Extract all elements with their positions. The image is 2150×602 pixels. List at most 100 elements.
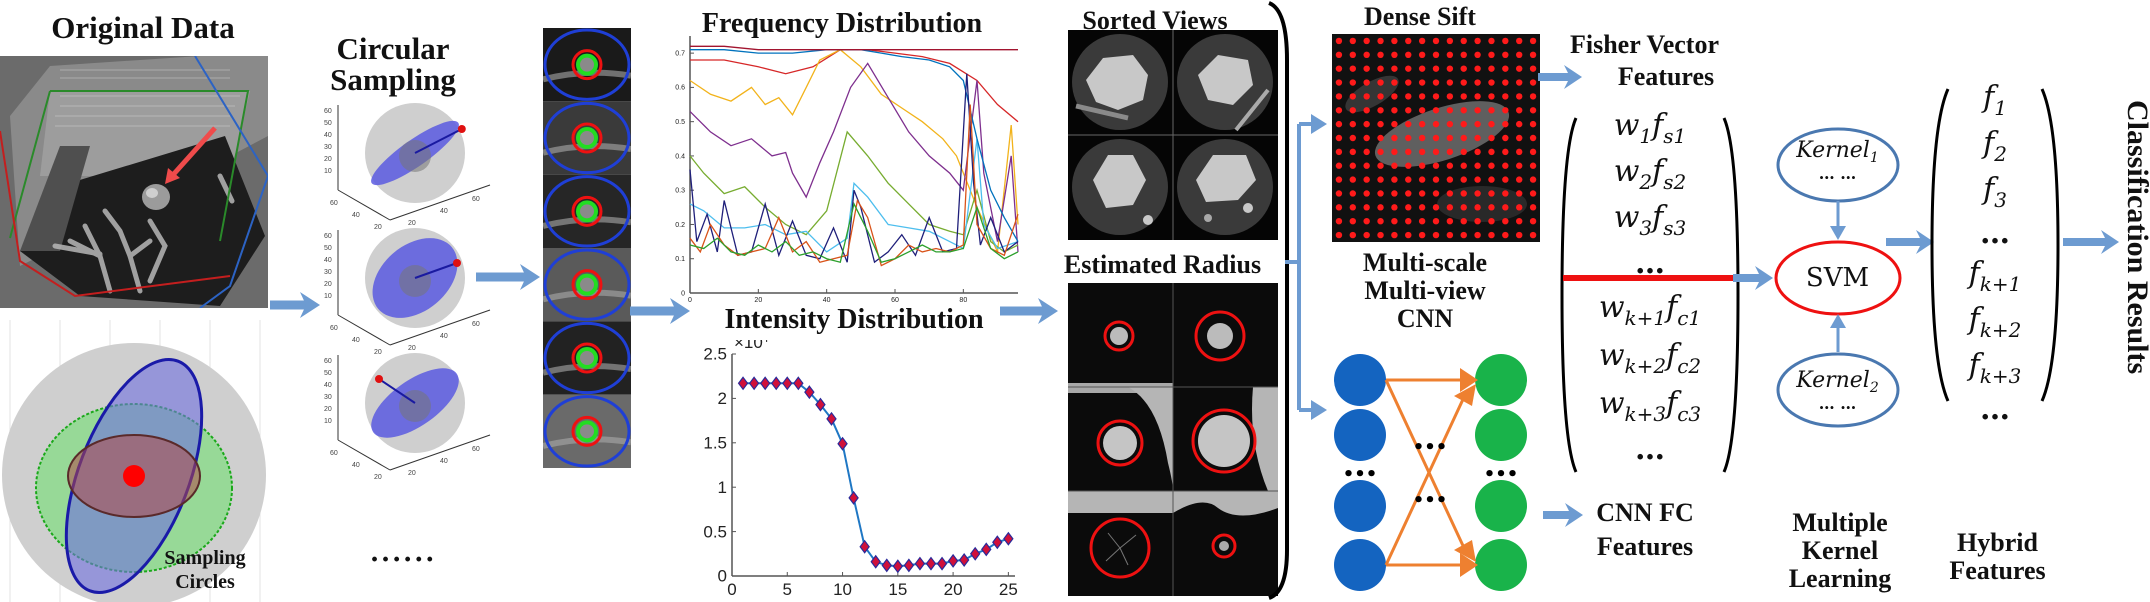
sift-keypoint	[1432, 120, 1440, 128]
sift-keypoint	[1349, 134, 1356, 142]
y-tick-label: 2.5	[703, 345, 727, 364]
sift-keypoint	[1391, 204, 1398, 211]
sift-keypoint	[1432, 65, 1440, 72]
data-point	[981, 542, 992, 557]
weight-subscript: 1	[1639, 124, 1653, 148]
data-point	[782, 376, 793, 391]
sift-keypoint	[1516, 231, 1523, 239]
sift-keypoint	[1405, 37, 1412, 45]
sift-keypoint	[1363, 134, 1370, 142]
sift-keypoint	[1502, 204, 1509, 211]
sift-keypoint	[1377, 134, 1384, 142]
feature-symbol: f	[1666, 338, 1678, 373]
sift-keypoint	[1502, 79, 1509, 86]
sift-keypoint	[1363, 120, 1370, 128]
arrow-distributions-to-sorted	[1000, 298, 1058, 324]
red-circle	[571, 195, 603, 227]
x-tick-label: 5	[783, 580, 792, 599]
y-tick-label: 0.5	[703, 522, 727, 541]
sift-keypoint	[1377, 79, 1384, 86]
hybrid-vector-entry: f3	[1940, 172, 2050, 212]
feature-subscript: c2	[1677, 354, 1702, 378]
weight-subscript: 3	[1639, 216, 1653, 240]
feature-symbol: f	[1666, 290, 1678, 325]
data-point	[870, 554, 881, 569]
cnn-network-diagram: ••• ••• ••• •••	[1334, 354, 1527, 591]
sift-keypoint	[1363, 148, 1370, 156]
series-line-s7	[690, 45, 1018, 51]
cnn-output-node-1	[1475, 354, 1527, 406]
sift-keypoint	[1418, 65, 1426, 72]
sift-keypoint	[1460, 162, 1467, 169]
sift-keypoint	[1391, 162, 1398, 169]
feature-subscript: s1	[1663, 124, 1687, 148]
series-line-s5	[689, 138, 1019, 253]
sift-keypoint	[1488, 51, 1495, 58]
sift-keypoint	[1488, 162, 1495, 169]
sift-keypoint	[1460, 107, 1467, 114]
z-tick: 60	[324, 233, 332, 240]
sift-keypoint	[1432, 134, 1440, 142]
kernel1-label: Kernel1	[1780, 138, 1895, 166]
sift-keypoint	[1363, 79, 1370, 86]
sift-keypoint	[1418, 162, 1426, 169]
hybrid-feature-subscript: k+2	[1979, 318, 2022, 342]
hybrid-feature-symbol: f	[1968, 302, 1980, 337]
weight-symbol: w	[1613, 108, 1640, 143]
series-line-s8	[689, 73, 1019, 264]
data-point	[936, 556, 948, 571]
cnn-title-line2: Multi-view	[1364, 276, 1486, 305]
sift-keypoint	[1516, 65, 1523, 72]
feature-subscript: c3	[1677, 402, 1702, 426]
sift-keypoint	[1516, 93, 1523, 100]
data-point	[859, 539, 870, 554]
sift-keypoint	[1335, 162, 1343, 169]
sift-keypoint	[1349, 37, 1356, 45]
sift-keypoint	[1418, 148, 1426, 156]
data-point	[969, 546, 981, 561]
sift-keypoint	[1460, 134, 1467, 142]
x-tick-label: 25	[999, 580, 1018, 599]
hybrid-feature-symbol: f	[1968, 348, 1980, 383]
arrow-hybrid-to-results	[2063, 230, 2119, 254]
sift-keypoint	[1502, 231, 1509, 239]
cnn-title-line1: Multi-scale	[1362, 248, 1488, 277]
x-tick: 40	[352, 462, 360, 469]
blue-circle	[543, 175, 631, 248]
x-tick-label: 0	[727, 580, 736, 599]
feature-vector-entry: wk+1fc1	[1570, 290, 1730, 330]
sift-keypoint	[1363, 37, 1370, 45]
sift-keypoint	[1516, 120, 1523, 128]
sift-keypoint	[1516, 204, 1523, 211]
data-point	[759, 376, 771, 391]
y-tick: 60	[472, 196, 480, 203]
sift-keypoint	[1405, 79, 1412, 86]
x-tick: 20	[374, 349, 382, 356]
sift-keypoint	[1474, 218, 1481, 225]
red-circle	[571, 269, 603, 301]
x-tick-label: 20	[754, 297, 762, 302]
intensity-distribution-title: Intensity Distribution	[724, 304, 984, 335]
sift-keypoint	[1418, 93, 1426, 100]
sift-keypoint	[1377, 176, 1384, 183]
z-tick: 30	[324, 144, 332, 151]
sift-keypoint	[1502, 93, 1509, 100]
green-circle	[576, 273, 598, 296]
sift-keypoint	[1516, 218, 1523, 225]
data-point	[837, 436, 848, 451]
sift-keypoint	[1432, 51, 1440, 58]
circular-sampling-title-line2: Sampling	[330, 62, 456, 97]
sift-keypoint	[1377, 51, 1384, 58]
normal-vector	[414, 262, 458, 279]
svm-label: SVM	[1805, 263, 1870, 293]
kernel1-subscript: 1	[1869, 150, 1879, 166]
original-data-title: Original Data	[51, 10, 235, 45]
sift-keypoint	[1516, 134, 1523, 142]
series-line-s3	[689, 62, 1019, 252]
data-point	[925, 556, 937, 571]
green-circle	[576, 53, 598, 76]
normal-tip	[457, 125, 466, 133]
x-tick-label: 10	[833, 580, 852, 599]
sift-keypoint	[1446, 162, 1454, 169]
weight-subscript: k+2	[1624, 354, 1667, 378]
